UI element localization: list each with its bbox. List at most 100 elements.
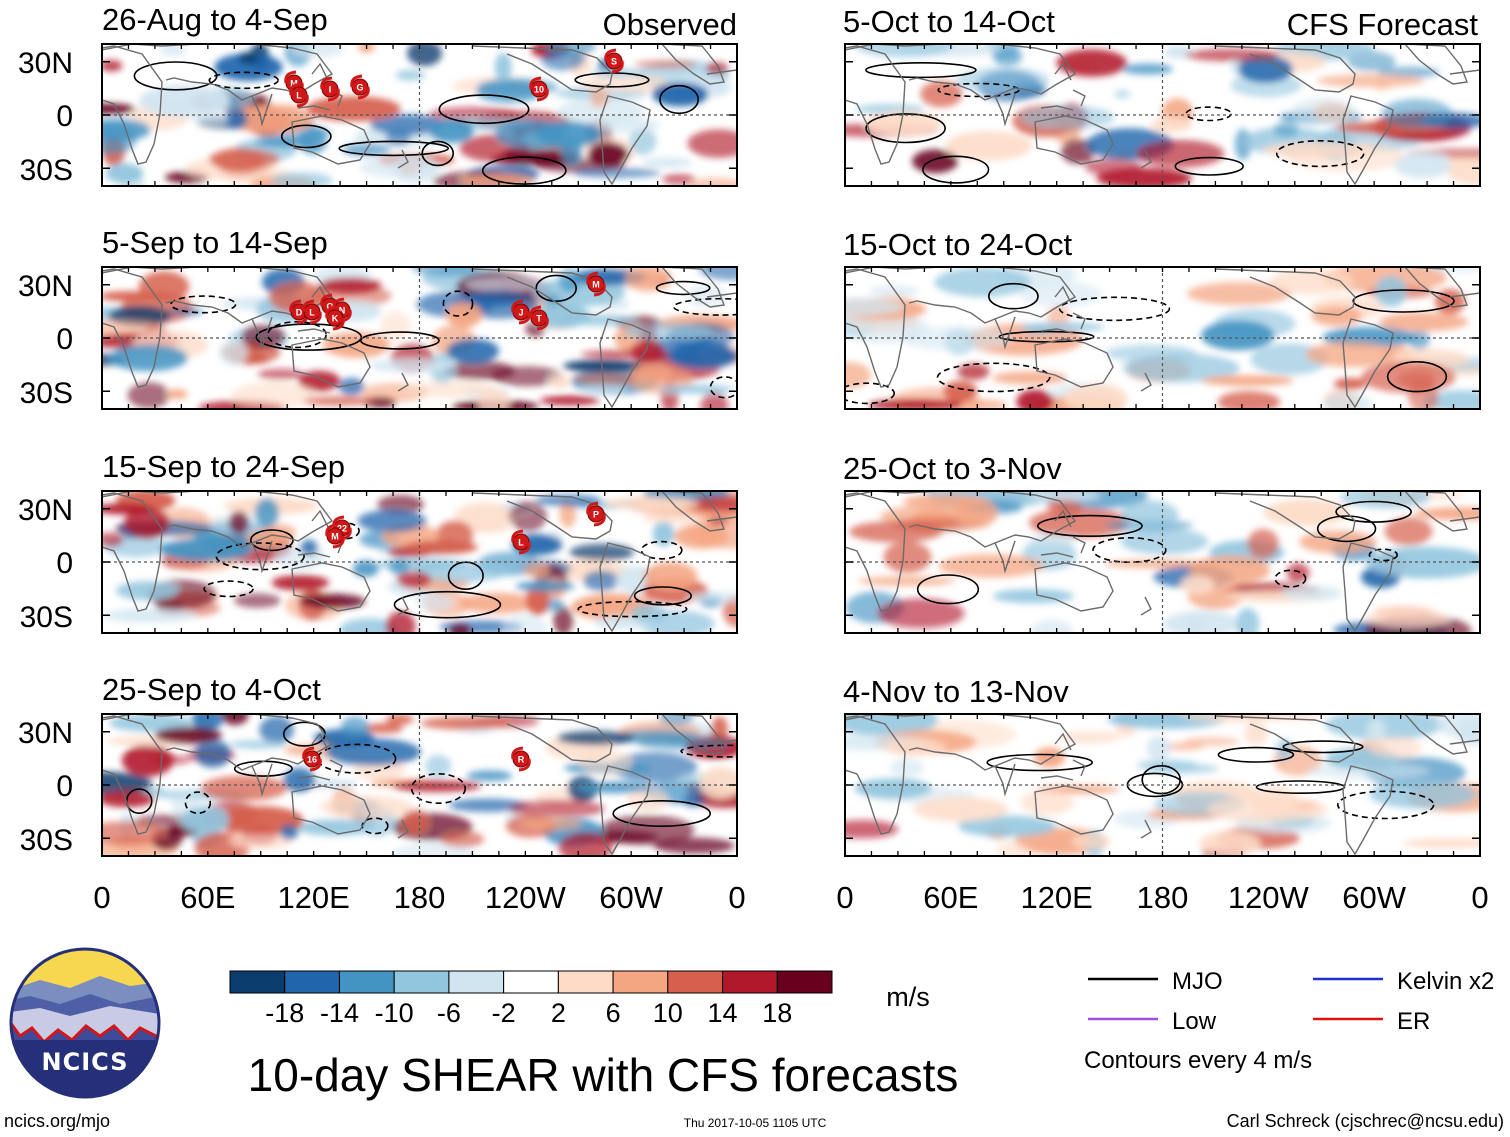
colorbar-swatch <box>338 970 395 994</box>
lon-label: 120E <box>277 880 349 915</box>
observed-label: Observed <box>603 7 737 42</box>
lat-label: 0 <box>56 323 73 356</box>
lon-label: 180 <box>1137 880 1189 915</box>
panel-title: 5-Oct to 14-Oct <box>843 4 1055 39</box>
lat-label: 30N <box>18 494 73 527</box>
svg-text:O: O <box>326 302 333 312</box>
colorbar-tick: -6 <box>437 998 461 1028</box>
legend: MJO Kelvin x2 Low ER <box>1088 968 1494 1035</box>
svg-text:M: M <box>331 532 339 542</box>
colorbar-swatch <box>229 970 286 994</box>
panel-title: 15-Oct to 24-Oct <box>843 227 1073 262</box>
colorbar-swatch <box>776 970 833 994</box>
lon-label: 60W <box>1342 880 1406 915</box>
svg-text:22: 22 <box>337 524 347 534</box>
svg-text:L: L <box>309 308 315 318</box>
main-title: 10-day SHEAR with CFS forecasts <box>248 1049 959 1101</box>
storm-marker: M <box>325 523 345 549</box>
storm-marker: 16 <box>302 746 322 772</box>
lon-label: 0 <box>1471 880 1488 915</box>
lat-label: 30N <box>18 47 73 80</box>
colorbar-units: m/s <box>886 982 930 1012</box>
colorbar-tick: -2 <box>492 998 516 1028</box>
storm-marker: R <box>511 746 531 772</box>
lon-label: 60W <box>599 880 663 915</box>
storm-marker: S <box>604 48 624 74</box>
lon-label: 120W <box>1228 880 1310 915</box>
colorbar-swatch <box>557 970 614 994</box>
colorbar-tick: 6 <box>606 998 621 1028</box>
legend-label: ER <box>1397 1008 1430 1035</box>
map-panel <box>844 266 1481 410</box>
svg-text:S: S <box>611 57 617 67</box>
panel-title: 25-Oct to 3-Nov <box>843 451 1062 486</box>
lat-label: 30S <box>20 377 73 410</box>
storm-marker: T <box>529 305 549 331</box>
footer-url[interactable]: ncics.org/mjo <box>4 1111 110 1131</box>
lat-label: 30N <box>18 270 73 303</box>
colorbar-swatch <box>722 970 778 994</box>
panel-title: 26-Aug to 4-Sep <box>102 2 328 37</box>
panel-titles: 26-Aug to 4-Sep 5-Oct to 14-Oct 5-Sep to 1… <box>102 2 1073 709</box>
svg-text:N: N <box>339 306 346 316</box>
storm-marker: L <box>302 299 322 325</box>
storm-marker: P <box>586 501 606 527</box>
storm-marker: J <box>511 299 531 325</box>
colorbar-tick: -14 <box>320 998 359 1028</box>
colorbar-tick: 2 <box>551 998 566 1028</box>
map-panel: D T O N M K J L <box>101 266 738 410</box>
svg-text:10: 10 <box>534 85 544 95</box>
storm-marker: I <box>320 76 340 102</box>
map-panel: M G S L 10 I <box>101 43 738 187</box>
svg-text:G: G <box>356 83 363 93</box>
footer-timestamp: Thu 2017-10-05 1105 UTC <box>684 1116 827 1130</box>
colorbar-swatch <box>284 970 340 994</box>
legend-label: Low <box>1172 1008 1217 1035</box>
ncics-logo: NCICS <box>9 947 161 1099</box>
lon-label: 0 <box>728 880 745 915</box>
svg-text:R: R <box>518 755 525 765</box>
lon-label: 60E <box>923 880 978 915</box>
storm-marker: K <box>325 305 345 331</box>
map-panel: R 16 <box>101 713 738 857</box>
legend-label: Kelvin x2 <box>1397 968 1494 995</box>
lon-label: 60E <box>180 880 235 915</box>
lat-label: 30S <box>20 824 73 857</box>
lon-label: 120E <box>1020 880 1092 915</box>
map-panel: 22 P M L <box>101 490 738 634</box>
panel-title: 25-Sep to 4-Oct <box>102 672 321 707</box>
lat-label: 30S <box>20 601 73 634</box>
panel-title: 4-Nov to 13-Nov <box>843 674 1069 709</box>
legend-label: MJO <box>1172 968 1223 995</box>
map-panel <box>844 490 1481 634</box>
svg-text:M: M <box>592 280 600 290</box>
svg-text:K: K <box>332 314 339 324</box>
colorbar-tick: 18 <box>762 998 792 1028</box>
lon-label: 0 <box>836 880 853 915</box>
lat-label: 0 <box>56 100 73 133</box>
lon-label: 120W <box>485 880 567 915</box>
panel-title: 5-Sep to 14-Sep <box>102 225 328 260</box>
svg-text:L: L <box>518 538 524 548</box>
map-panel <box>844 713 1481 857</box>
panel-title: 15-Sep to 24-Sep <box>102 449 345 484</box>
colorbar-tick: 10 <box>653 998 683 1028</box>
svg-text:J: J <box>518 308 523 318</box>
colorbar-swatch <box>393 970 450 994</box>
forecast-label: CFS Forecast <box>1287 7 1479 42</box>
map-panel <box>844 43 1481 187</box>
colorbar-swatch <box>503 970 559 994</box>
svg-text:D: D <box>296 308 303 318</box>
lat-label: 0 <box>56 547 73 580</box>
axis-labels: 30N 0 30S 30N 0 30S 30N 0 30S 30N 0 30S 0 60E 120E 180 1… <box>18 47 1489 915</box>
lon-label: 180 <box>394 880 446 915</box>
colorbar-swatch <box>448 970 505 994</box>
svg-text:P: P <box>593 510 599 520</box>
lat-label: 30N <box>18 717 73 750</box>
storm-marker: L <box>289 82 309 108</box>
logo-text: NCICS <box>42 1048 129 1076</box>
legend-note: Contours every 4 m/s <box>1084 1047 1312 1074</box>
colorbar-swatch <box>667 970 724 994</box>
